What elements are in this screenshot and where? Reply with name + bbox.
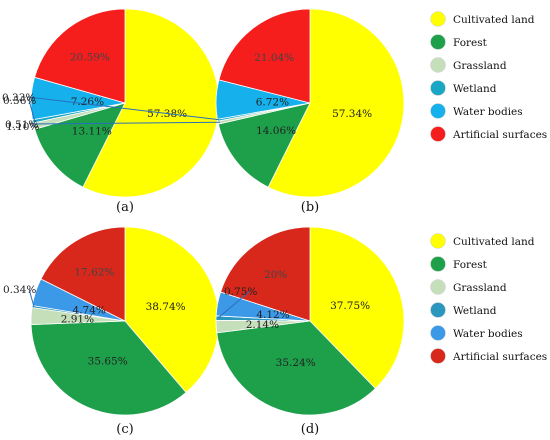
legend-swatch-water-bodies [430, 325, 446, 341]
legend-swatch-grassland [430, 57, 446, 73]
slice-artificial-surfaces [218, 8, 311, 104]
leader-line-wetland [217, 290, 251, 319]
legend-label-artificial-surfaces: Artificial surfaces [452, 129, 547, 141]
legend-label-cultivated-land: Cultivated land [453, 236, 535, 248]
slice-label-artificial-surfaces: 20% [264, 269, 287, 281]
legend-swatch-grassland [430, 279, 446, 295]
legend-swatch-wetland [430, 80, 446, 96]
legend-label-cultivated-land: Cultivated land [453, 14, 535, 26]
legend-swatch-forest [430, 34, 446, 50]
legend-swatch-forest [430, 256, 446, 272]
panel-label: (c) [116, 422, 133, 437]
slice-forest [216, 320, 376, 416]
slice-artificial-surfaces [34, 8, 126, 104]
panel-label: (d) [301, 422, 319, 437]
slice-label-artificial-surfaces: 20.59% [70, 52, 110, 64]
legend-swatch-wetland [430, 302, 446, 318]
pie-charts: 57.38%13.11%1.10%0.56%7.26%20.59%(a)57.3… [2, 8, 405, 437]
legends: Cultivated land Forest Grassland Wetland Wat… [430, 11, 547, 364]
slice-forest [30, 320, 187, 416]
slice-label-grassland: 0.51% [5, 119, 38, 131]
slice-cultivated-land [309, 226, 405, 390]
slice-cultivated-land [82, 8, 220, 198]
legend-1: Cultivated land Forest Grassland Wetland Wat… [430, 11, 547, 142]
slice-label-forest: 35.65% [88, 356, 128, 368]
slice-label-water-bodies: 4.74% [73, 304, 106, 316]
pie-1: 57.38%13.11%1.10%0.56%7.26%20.59%(a) [3, 8, 220, 215]
legend-swatch-artificial-surfaces [430, 126, 446, 142]
leader-line-grassland [30, 121, 220, 125]
leader-line-wetland [27, 96, 220, 121]
pie-3: 38.74% 35.65% 2.91% 0.34% 4.74% 17.62% (c) [3, 226, 220, 437]
legend-label-artificial-surfaces: Artificial surfaces [452, 351, 547, 363]
legend-label-grassland: Grassland [453, 60, 507, 72]
slice-label-cultivated-land: 37.75% [330, 300, 370, 312]
leader-line-wetland [28, 99, 36, 122]
slice-cultivated-land [267, 8, 405, 198]
legend-swatch-cultivated-land [430, 11, 446, 27]
legend-label-grassland: Grassland [453, 282, 507, 294]
slice-label-grassland: 2.14% [246, 319, 279, 331]
slice-label-forest: 14.06% [256, 125, 296, 137]
pie-2: 57.34% 14.06% 0.51% 0.33% 6.72% 21.04% (b) [2, 8, 405, 215]
slice-label-forest: 13.11% [72, 126, 112, 138]
slice-label-wetland: 0.75% [224, 286, 257, 298]
legend-swatch-artificial-surfaces [430, 348, 446, 364]
slice-label-cultivated-land: 38.74% [146, 301, 186, 313]
legend-label-forest: Forest [453, 37, 488, 49]
legend-label-wetland: Wetland [453, 83, 497, 95]
panel-label: (b) [301, 200, 319, 215]
legend-swatch-cultivated-land [430, 233, 446, 249]
slice-label-water-bodies: 4.12% [256, 309, 289, 321]
legend-label-water-bodies: Water bodies [453, 328, 523, 340]
slice-label-water-bodies: 6.72% [256, 97, 289, 109]
pie-4: 37.75% 35.24% 2.14% 0.75% 4.12% 20% (d) [215, 226, 405, 437]
panel-label: (a) [116, 200, 134, 215]
slice-label-wetland: 0.34% [3, 284, 36, 296]
slice-artificial-surfaces [40, 226, 126, 322]
slice-label-artificial-surfaces: 21.04% [254, 52, 294, 64]
slice-forest [217, 102, 311, 188]
legend-2: Cultivated land Forest Grassland Wetland Wat… [430, 233, 547, 364]
slice-label-cultivated-land: 57.34% [332, 108, 372, 120]
slice-label-wetland: 0.56% [3, 95, 36, 107]
slice-cultivated-land [124, 226, 220, 394]
slice-label-wetland: 0.33% [2, 92, 35, 104]
legend-label-forest: Forest [453, 259, 488, 271]
slice-label-artificial-surfaces: 17.62% [74, 266, 114, 278]
leader-line-wetland [28, 288, 35, 307]
legend-label-water-bodies: Water bodies [453, 106, 523, 118]
slice-label-forest: 35.24% [276, 357, 316, 369]
legend-label-wetland: Wetland [453, 305, 497, 317]
slice-label-grassland: 2.91% [61, 313, 94, 325]
legend-swatch-water-bodies [430, 103, 446, 119]
